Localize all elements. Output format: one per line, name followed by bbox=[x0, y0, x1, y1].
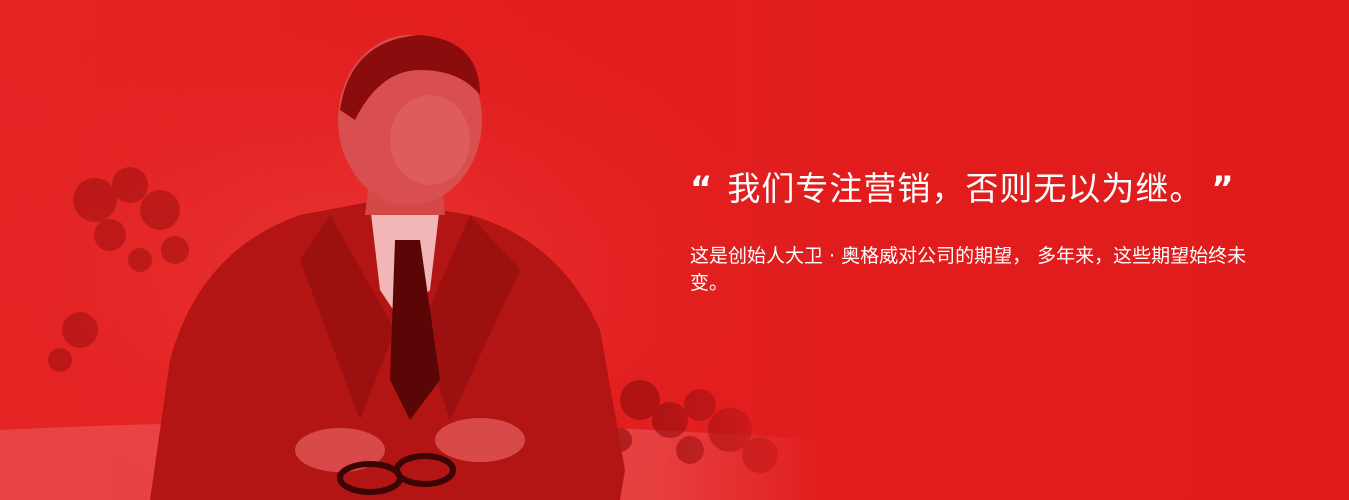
headline-text: 我们专注营销，否则无以为继。 bbox=[727, 169, 1203, 208]
headline-quote: “ 我们专注营销，否则无以为继。” bbox=[690, 163, 1280, 215]
subtext: 这是创始人大卫 · 奥格威对公司的期望， 多年来，这些期望始终未变。 bbox=[690, 243, 1270, 297]
close-quote-mark: ” bbox=[1211, 163, 1234, 215]
open-quote-mark: “ bbox=[690, 163, 713, 215]
quote-block: “ 我们专注营销，否则无以为继。” 这是创始人大卫 · 奥格威对公司的期望， 多年… bbox=[690, 163, 1280, 297]
